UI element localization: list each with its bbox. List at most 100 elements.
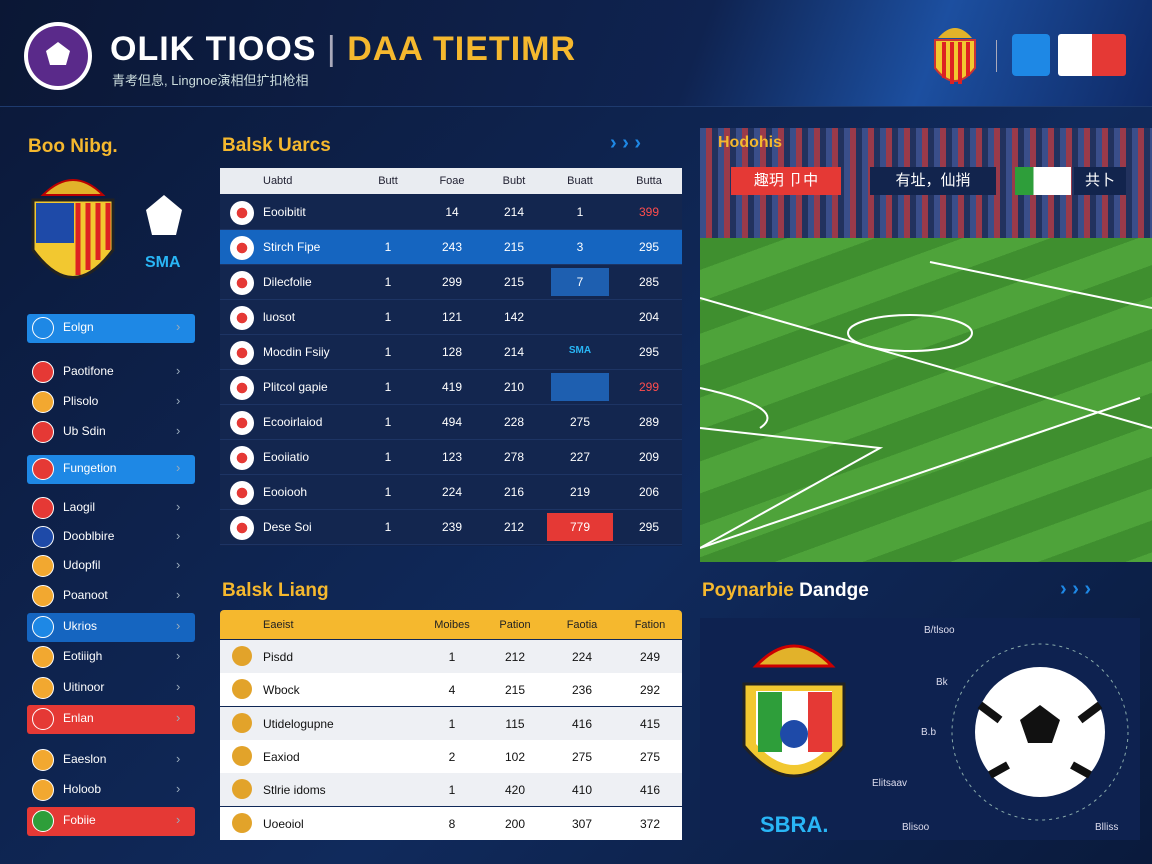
column-header: Fation: [634, 619, 666, 631]
menu-item[interactable]: Eolgn: [63, 320, 94, 334]
table-cell: 224: [571, 650, 593, 664]
menu-chevron: ›: [176, 460, 181, 475]
menu-icon: [32, 646, 54, 668]
table-cell: 1: [384, 485, 392, 499]
menu-item[interactable]: Udopfil: [63, 558, 101, 572]
table-cell: 214: [503, 345, 525, 359]
table-row: [220, 300, 682, 335]
table-cell: 236: [571, 683, 593, 698]
menu-icon: [32, 421, 54, 443]
profile-badge: SBRA.: [760, 812, 829, 837]
table-cell: 210: [503, 380, 525, 394]
menu-item[interactable]: Fungetion: [63, 461, 117, 475]
menu-icon: [32, 708, 54, 730]
flag-icon: [230, 446, 254, 470]
table-row: [220, 673, 682, 707]
table-cell: 128: [441, 345, 463, 359]
column-header: Buatt: [567, 175, 593, 187]
menu-item[interactable]: Enlan: [63, 711, 94, 725]
column-header: Moibes: [434, 619, 470, 631]
table-row: [220, 230, 682, 265]
menu-item[interactable]: Paotifone: [63, 364, 114, 378]
table-cell: 275: [639, 749, 661, 764]
stat-label: Elitsaav: [872, 778, 908, 789]
title: OLIK TIOOS | DAA TIETIMR: [110, 30, 577, 68]
table-cell: Plitcol gapie: [263, 380, 328, 394]
table-cell: 1: [384, 310, 392, 324]
menu-item[interactable]: Dooblbire: [63, 529, 115, 543]
table-cell: 219: [569, 485, 591, 499]
table-cell: 2: [448, 749, 456, 764]
table-cell: 295: [638, 345, 660, 359]
table-cell: Eaxiod: [263, 749, 300, 764]
table-cell: 227: [569, 450, 591, 464]
menu-item-bg[interactable]: [27, 807, 195, 836]
stadium-title: Hodohis: [718, 134, 782, 151]
menu-icon: [32, 317, 54, 339]
menu-icon: [32, 526, 54, 548]
flag-icon: [230, 341, 254, 365]
menu-icon: [32, 677, 54, 699]
team-icon: [232, 745, 252, 766]
table-cell: 1: [576, 205, 584, 219]
menu-icon: [32, 458, 54, 480]
table-cell: 292: [639, 683, 661, 698]
menu-item[interactable]: Holoob: [63, 782, 102, 796]
menu-icon: [32, 497, 54, 519]
table-cell: 295: [638, 240, 660, 254]
team-icon: [232, 812, 252, 833]
menu-item[interactable]: Eaeslon: [63, 752, 107, 766]
menu-item-bg[interactable]: [27, 455, 195, 484]
menu-chevron: ›: [176, 587, 181, 602]
table-cell: 204: [638, 310, 660, 324]
menu-item-bg[interactable]: [27, 314, 195, 343]
table-cell: Eooibitit: [263, 205, 306, 219]
profile-crest: [742, 644, 846, 778]
column-header: Butt: [378, 175, 398, 187]
table-cell: 1: [384, 240, 392, 254]
menu-item[interactable]: Ukrios: [63, 619, 98, 633]
table-cell: 1: [448, 650, 456, 664]
table-cell: 410: [571, 783, 593, 798]
table-cell: 299: [638, 380, 660, 394]
sidebar-crest: [31, 179, 115, 279]
icon-button[interactable]: [1012, 34, 1050, 76]
menu-icon: [32, 361, 54, 383]
menu-item-bg[interactable]: [27, 613, 195, 642]
column-header: Pation: [499, 619, 531, 631]
sidebar-badge: SMA: [145, 254, 181, 271]
menu-chevron: ›: [176, 781, 181, 796]
table-row: [220, 739, 682, 773]
team-icon: [232, 779, 252, 800]
menu-item-bg[interactable]: [27, 705, 195, 734]
table-cell: 214: [503, 205, 525, 219]
flag-icon: [230, 236, 254, 260]
menu-item[interactable]: Fobiie: [63, 813, 96, 827]
table-cell: 123: [441, 450, 463, 464]
league-title: Balsk Liang: [222, 580, 329, 601]
menu-item[interactable]: Laogil: [63, 500, 96, 514]
table-row: [220, 706, 682, 740]
table-cell: 275: [569, 415, 591, 429]
column-header: Faotia: [566, 619, 598, 631]
menu-item[interactable]: Uitinoor: [63, 680, 105, 694]
table-cell: Wbock: [263, 683, 300, 698]
menu-item[interactable]: Ub Sdin: [63, 424, 106, 438]
table-cell: Mocdin Fsiiy: [263, 345, 330, 359]
menu-chevron: ›: [176, 423, 181, 438]
table-cell: 249: [639, 650, 661, 664]
table-row: [220, 195, 682, 230]
menu-item[interactable]: Plisolo: [63, 394, 99, 408]
team-icon: [232, 646, 252, 666]
table-cell: 215: [503, 275, 525, 289]
table-cell: 1: [384, 520, 392, 534]
table-cell: 14: [445, 205, 459, 219]
menu-item[interactable]: Eotiiigh: [63, 649, 103, 663]
menu-chevron: ›: [176, 710, 181, 725]
table-row: [220, 640, 682, 673]
table-cell: Stlrie idoms: [263, 783, 326, 798]
table-cell: Dese Soi: [263, 520, 312, 534]
stat-label: Blisoo: [902, 822, 930, 833]
menu-item[interactable]: Poanoot: [63, 588, 108, 602]
